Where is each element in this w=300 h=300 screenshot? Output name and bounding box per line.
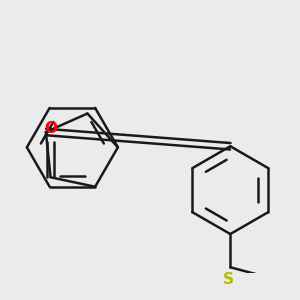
Text: S: S bbox=[223, 272, 234, 286]
Text: O: O bbox=[44, 121, 57, 136]
